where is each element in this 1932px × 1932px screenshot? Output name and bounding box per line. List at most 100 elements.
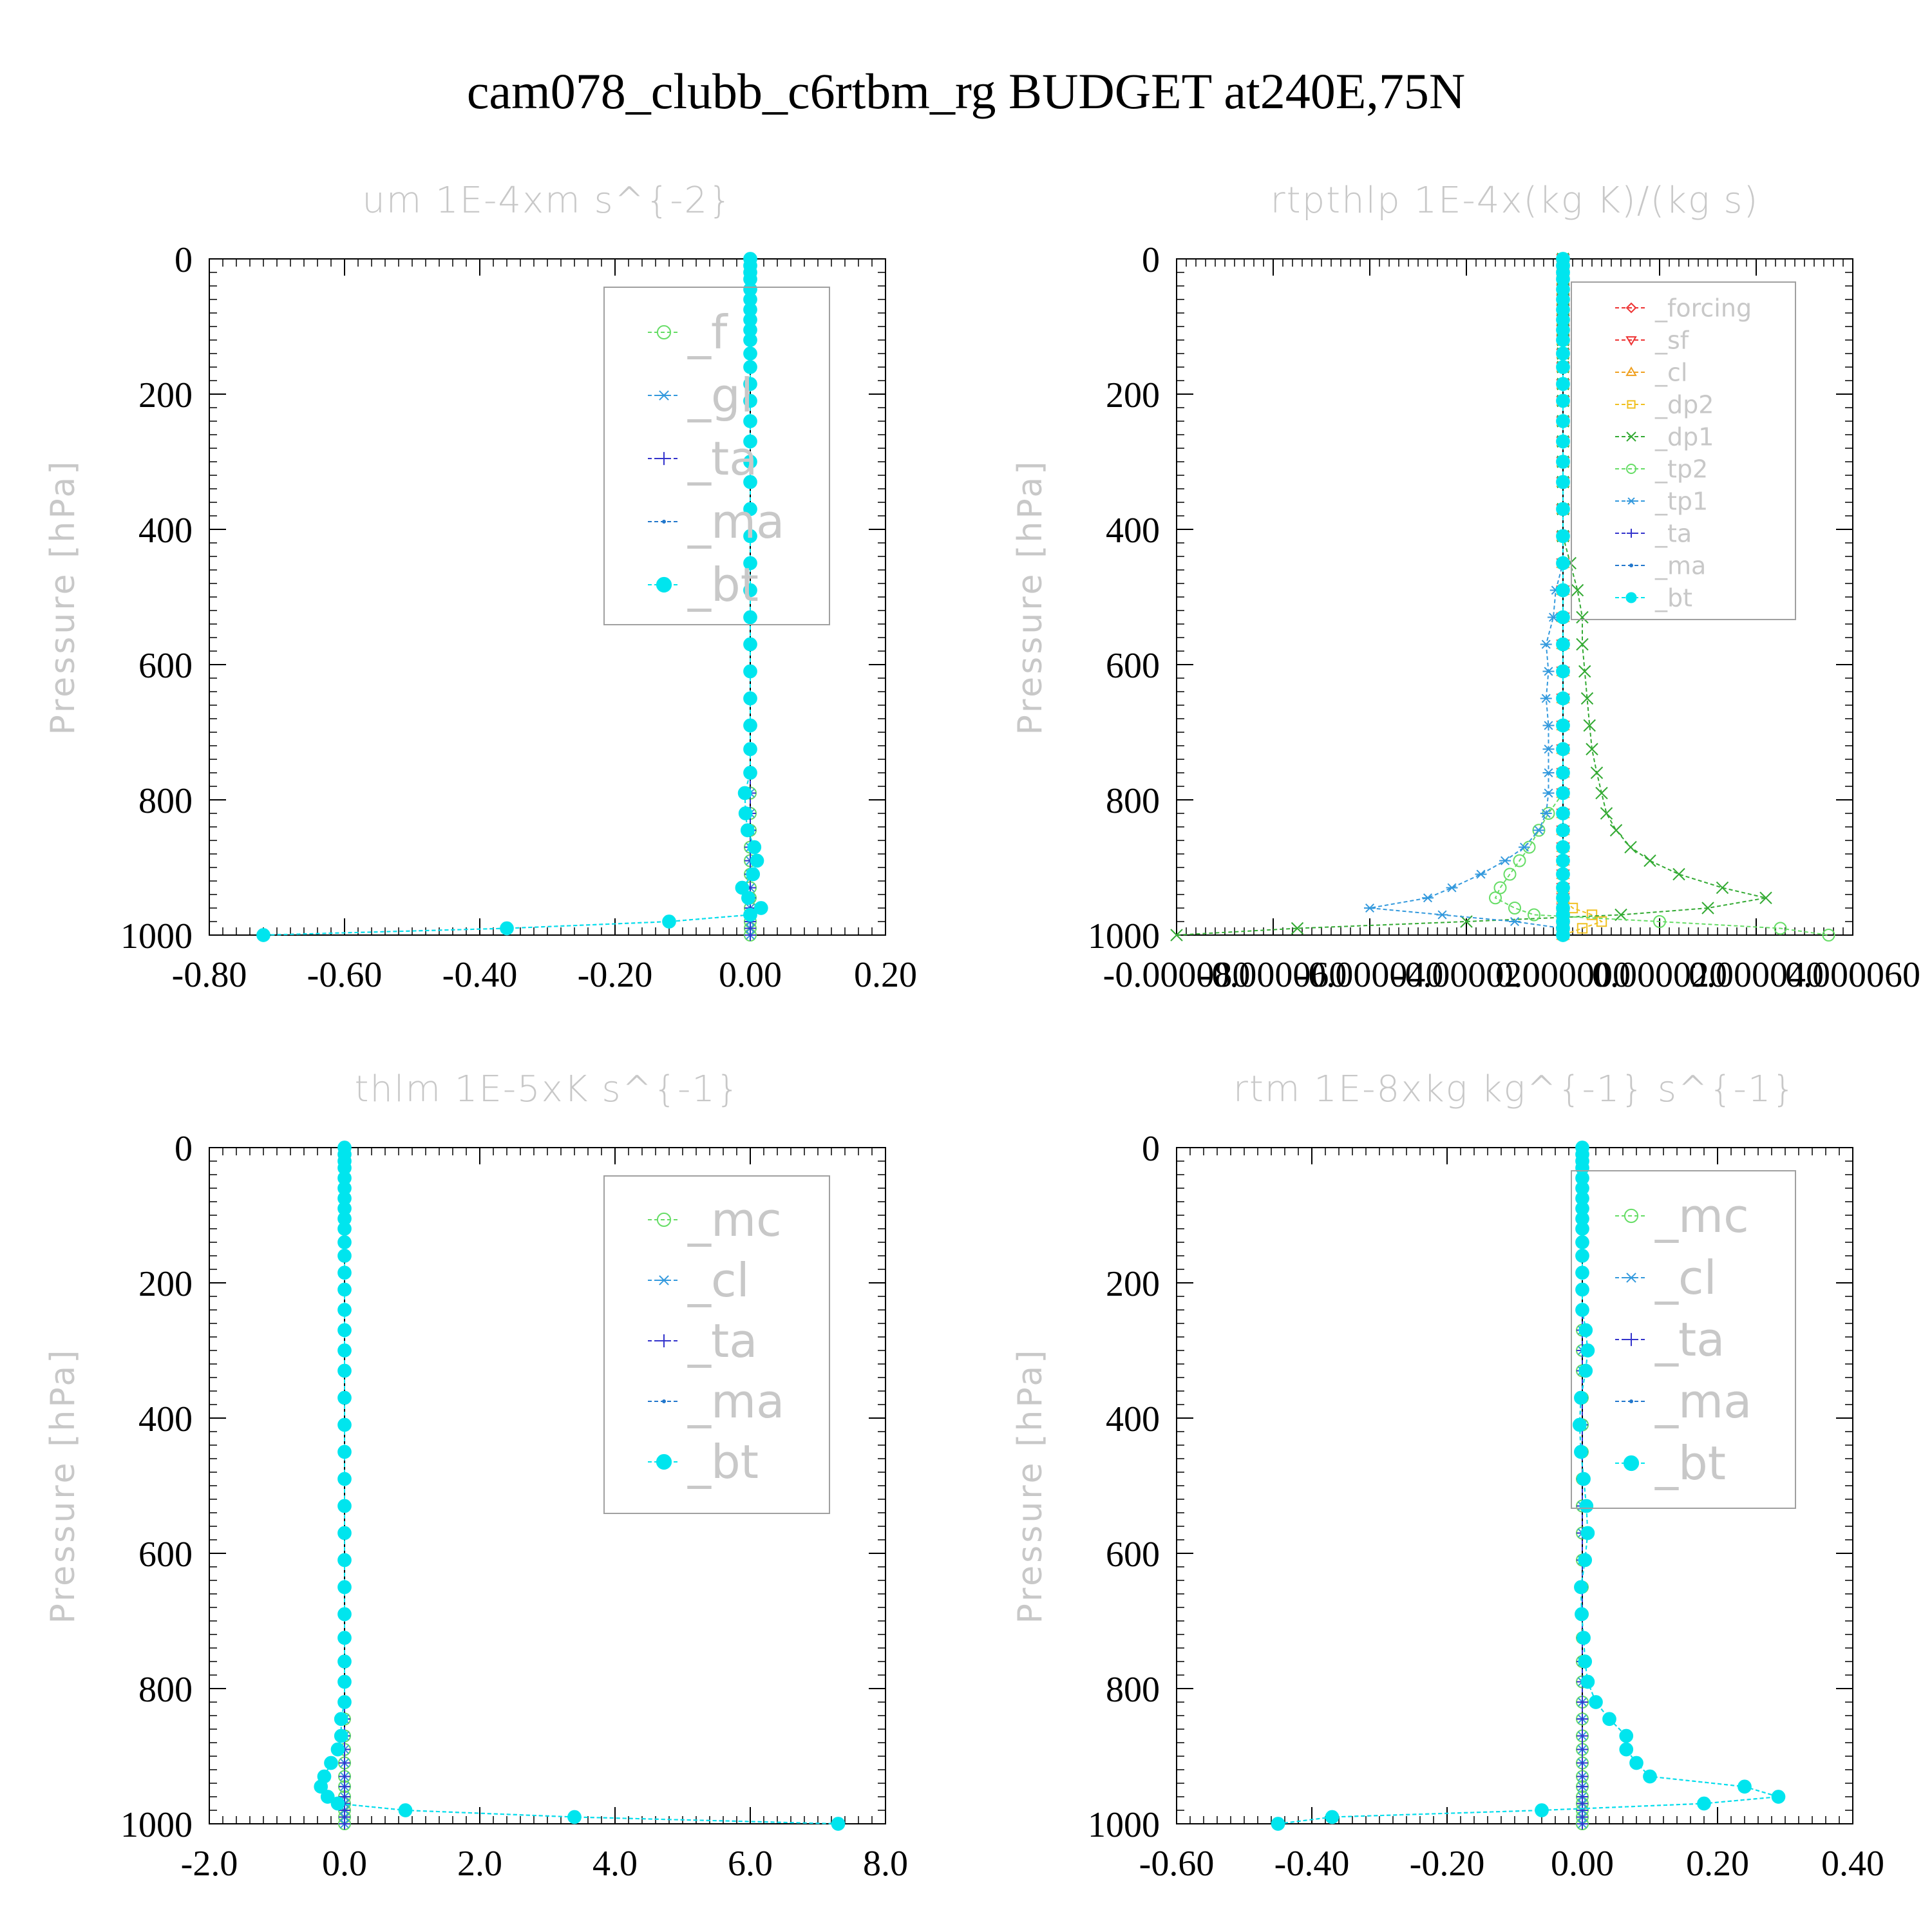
data-point xyxy=(337,1343,352,1358)
data-point xyxy=(656,1212,672,1227)
legend-box xyxy=(1571,281,1796,620)
data-point xyxy=(1556,360,1570,374)
data-point xyxy=(337,1303,352,1317)
data-point xyxy=(1643,854,1656,867)
x-tick-label: 0.000040 xyxy=(1689,955,1824,995)
data-point xyxy=(1574,1580,1588,1595)
data-point xyxy=(1271,1817,1285,1831)
data-point xyxy=(500,921,514,936)
data-point xyxy=(1822,929,1835,942)
legend-label: _f xyxy=(687,305,728,359)
data-point xyxy=(1578,1654,1593,1669)
data-point xyxy=(1513,854,1526,867)
data-point xyxy=(662,520,666,524)
data-point xyxy=(1556,475,1570,489)
data-point xyxy=(656,576,672,593)
data-point xyxy=(1580,1343,1595,1358)
data-point xyxy=(1475,869,1487,879)
data-point xyxy=(337,1607,352,1622)
plot-frame xyxy=(209,1147,886,1824)
data-point xyxy=(1556,414,1570,428)
data-point xyxy=(743,718,757,733)
data-point xyxy=(320,1790,335,1804)
plot-frame xyxy=(209,258,886,936)
y-tick-label: 800 xyxy=(1106,781,1160,821)
x-tick-label: -0.20 xyxy=(578,955,653,995)
data-point xyxy=(1577,1770,1588,1783)
data-point xyxy=(743,393,757,408)
data-point xyxy=(1556,786,1570,800)
data-point xyxy=(1571,583,1584,597)
data-point xyxy=(1574,1444,1588,1459)
legend-label: _bt xyxy=(1654,583,1692,612)
data-point xyxy=(337,1472,352,1486)
panel-4: rtm 1E-8xkg kg^{-1} s^{-1} 0 200 400 600 800 1… xyxy=(1011,1068,1884,1884)
x-tick-label: 6.0 xyxy=(728,1844,773,1884)
data-point xyxy=(740,823,755,838)
x-tick-label: 0.00 xyxy=(719,955,782,995)
data-point xyxy=(1596,916,1607,927)
data-point xyxy=(1625,336,1637,346)
data-point xyxy=(337,1222,352,1236)
data-point xyxy=(1625,592,1637,603)
legend-label: _ma xyxy=(1654,551,1706,580)
data-point xyxy=(1577,1730,1588,1742)
data-point xyxy=(567,1810,582,1824)
y-tick-label: 1000 xyxy=(120,1805,193,1845)
data-point xyxy=(741,891,755,905)
data-point xyxy=(1540,694,1552,703)
legend-label: _mc xyxy=(1654,1189,1749,1243)
data-point xyxy=(1556,766,1570,780)
data-point xyxy=(1509,916,1520,927)
data-point xyxy=(743,414,757,428)
data-point xyxy=(1578,665,1591,678)
data-point xyxy=(1422,893,1434,903)
data-point xyxy=(1291,922,1304,935)
data-point xyxy=(1602,1712,1616,1727)
legend-label: _ta xyxy=(687,431,757,486)
panel-title: rtpthlp 1E-4x(kg K)/(kg s) xyxy=(1271,180,1759,222)
legend-label: _ta xyxy=(1654,519,1692,547)
data-point xyxy=(337,1265,352,1280)
x-tick-label: 0.40 xyxy=(1821,1844,1884,1884)
x-tick-label: 0.00 xyxy=(1551,1844,1614,1884)
data-point xyxy=(1619,1742,1634,1757)
legend-label: _ma xyxy=(1654,1374,1752,1428)
x-tick-label: -0.40 xyxy=(1274,1844,1350,1884)
data-point xyxy=(1586,909,1598,920)
data-point xyxy=(1625,302,1637,314)
legend-label: _cl xyxy=(687,1253,750,1307)
data-point xyxy=(1771,1790,1786,1804)
plot-frame xyxy=(1176,1147,1853,1824)
data-point xyxy=(256,928,270,942)
data-point xyxy=(334,1712,348,1727)
data-point xyxy=(1580,692,1594,705)
panel-2: rtpthlp 1E-4x(kg K)/(kg s) 0 200 400 600 800 1… xyxy=(1011,180,1920,995)
data-point xyxy=(1542,721,1555,730)
data-point xyxy=(1572,1417,1587,1432)
data-point xyxy=(314,1779,328,1794)
data-point xyxy=(738,806,753,820)
x-tick-label: -0.80 xyxy=(172,955,247,995)
data-point xyxy=(753,901,768,915)
y-axis-label: Pressure [hPa] xyxy=(44,459,82,735)
data-point xyxy=(1556,377,1570,392)
data-point xyxy=(1759,891,1772,904)
legend-box xyxy=(1571,1170,1796,1509)
data-point xyxy=(656,1454,672,1470)
data-point xyxy=(337,1235,352,1249)
legend-box xyxy=(603,1175,830,1514)
data-point xyxy=(339,1757,350,1769)
data-point xyxy=(656,325,672,340)
data-point xyxy=(398,1803,413,1817)
data-point xyxy=(1556,610,1570,625)
data-point xyxy=(743,529,757,544)
data-point xyxy=(1574,1390,1588,1405)
data-point xyxy=(1556,434,1570,449)
y-tick-label: 800 xyxy=(1106,1670,1160,1710)
data-point xyxy=(1556,583,1570,598)
legend: _mc _cl _ta _ma _bt xyxy=(603,1175,830,1514)
legend-label: _bt xyxy=(1654,1436,1726,1490)
data-point xyxy=(1556,393,1570,408)
data-point xyxy=(337,1363,352,1378)
